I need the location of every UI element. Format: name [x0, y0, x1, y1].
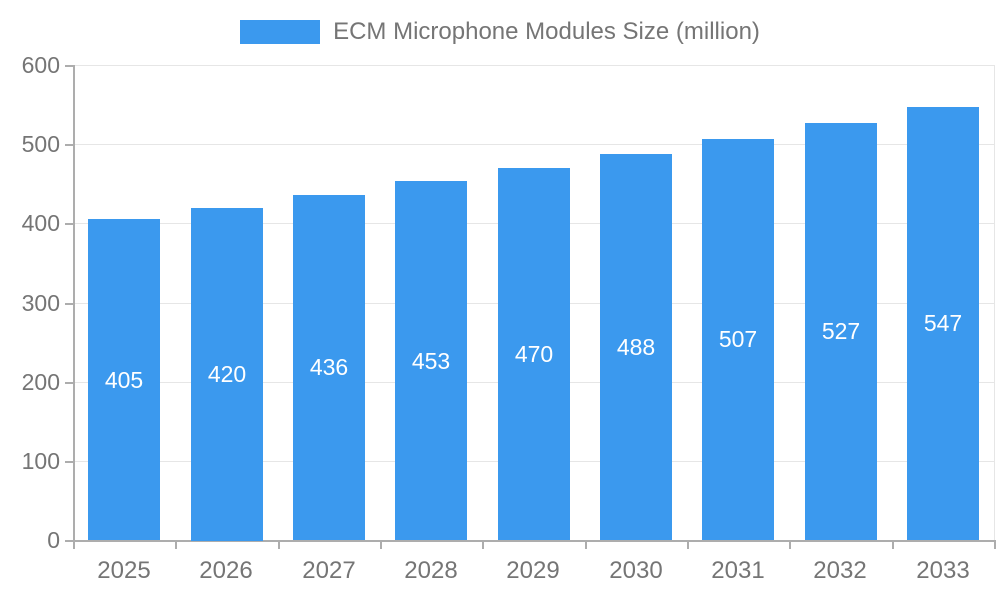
y-axis-tick-label: 400 [21, 210, 60, 236]
x-axis-line [73, 540, 994, 542]
bar-2032[interactable] [805, 123, 877, 540]
bar-2025[interactable] [88, 219, 160, 540]
y-axis-tick-label: 500 [21, 131, 60, 157]
y-axis-tick [65, 382, 73, 384]
y-axis-tick-label: 100 [21, 448, 60, 474]
x-axis-tick-label: 2033 [916, 557, 970, 584]
bar-value-label: 436 [309, 354, 349, 380]
x-axis-tick [175, 540, 177, 549]
y-axis-tick [65, 65, 73, 67]
x-axis-tick [994, 540, 996, 549]
y-axis-tick [65, 144, 73, 146]
bar-2031[interactable] [702, 139, 774, 540]
legend-swatch [240, 20, 321, 44]
legend[interactable]: ECM Microphone Modules Size (million) [0, 18, 1000, 46]
x-axis-tick-label: 2031 [711, 557, 765, 584]
bar-2033[interactable] [907, 107, 979, 540]
bar-value-label: 507 [718, 326, 758, 352]
bar-value-label: 547 [923, 310, 963, 336]
bar-2027[interactable] [293, 195, 365, 540]
bar-value-label: 488 [616, 334, 656, 360]
x-axis-tick-label: 2029 [506, 557, 560, 584]
y-axis-tick [65, 223, 73, 225]
x-axis-tick [482, 540, 484, 549]
x-axis-tick-label: 2028 [404, 557, 458, 584]
x-axis-tick [789, 540, 791, 549]
y-axis-line [73, 65, 75, 540]
x-axis-tick [687, 540, 689, 549]
x-axis-tick-label: 2030 [609, 557, 663, 584]
y-axis-tick-label: 0 [47, 527, 60, 553]
bar-2029[interactable] [498, 168, 570, 540]
x-axis-tick-label: 2025 [97, 557, 151, 584]
x-axis-tick [278, 540, 280, 549]
bar-2026[interactable] [191, 208, 263, 541]
y-axis-tick-label: 600 [21, 52, 60, 78]
y-axis-tick-label: 200 [21, 369, 60, 395]
x-axis-tick-label: 2032 [813, 557, 867, 584]
bar-2030[interactable] [600, 154, 672, 540]
x-axis-tick-label: 2026 [199, 557, 253, 584]
y-axis-tick-label: 300 [21, 290, 60, 316]
bar-value-label: 527 [821, 318, 861, 344]
x-axis-tick-label: 2027 [302, 557, 356, 584]
x-axis-tick [585, 540, 587, 549]
bar-2028[interactable] [395, 181, 467, 540]
x-axis-tick [380, 540, 382, 549]
bar-value-label: 420 [207, 361, 247, 387]
y-gridline [73, 144, 994, 145]
x-axis-tick [73, 540, 75, 549]
y-axis-tick [65, 303, 73, 305]
bar-value-label: 470 [514, 341, 554, 367]
x-axis-tick [892, 540, 894, 549]
y-gridline [73, 65, 994, 66]
y-axis-tick [65, 540, 73, 542]
bar-value-label: 405 [104, 367, 144, 393]
plot-right-border [994, 65, 995, 540]
bar-value-label: 453 [411, 348, 451, 374]
y-axis-tick [65, 461, 73, 463]
legend-label: ECM Microphone Modules Size (million) [333, 18, 760, 45]
